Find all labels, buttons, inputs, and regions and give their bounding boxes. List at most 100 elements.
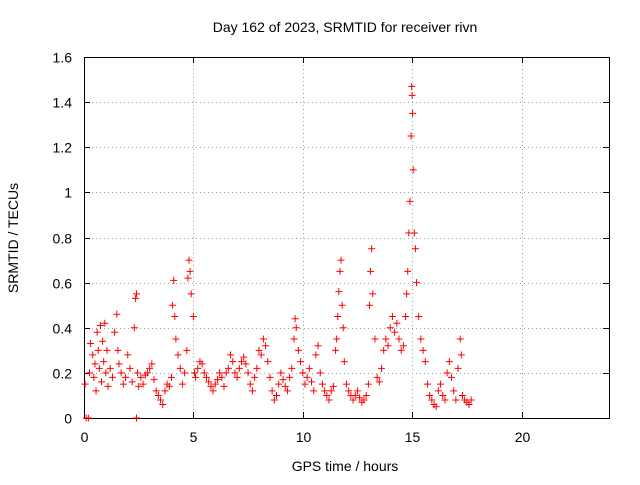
data-point xyxy=(399,342,407,350)
y-tick-label: 0.8 xyxy=(53,231,73,247)
data-point xyxy=(373,373,381,381)
data-point xyxy=(143,369,151,377)
data-point xyxy=(290,335,298,343)
data-point xyxy=(185,256,193,264)
y-tick-label: 1.4 xyxy=(53,95,73,111)
data-point xyxy=(103,346,111,354)
data-point xyxy=(87,340,95,348)
data-point xyxy=(106,364,114,372)
data-point xyxy=(286,373,294,381)
data-point xyxy=(403,290,411,298)
data-point xyxy=(148,360,156,368)
data-point xyxy=(85,369,93,377)
x-tick-label: 15 xyxy=(405,429,421,445)
data-point xyxy=(108,373,116,381)
data-point xyxy=(184,274,192,282)
data-point xyxy=(183,346,191,354)
x-tick-label: 5 xyxy=(190,429,198,445)
data-point xyxy=(360,396,368,404)
data-point xyxy=(152,387,160,395)
data-point xyxy=(321,387,329,395)
data-point xyxy=(222,369,230,377)
data-point xyxy=(291,315,299,323)
data-point xyxy=(93,328,101,336)
data-point xyxy=(224,364,232,372)
data-point xyxy=(227,351,235,359)
y-tick-label: 0.2 xyxy=(53,366,73,382)
data-point xyxy=(253,364,261,372)
data-point xyxy=(186,267,194,275)
x-tick-label: 0 xyxy=(81,429,89,445)
data-point xyxy=(139,380,147,388)
data-point xyxy=(417,335,425,343)
data-point xyxy=(172,335,180,343)
data-point xyxy=(434,387,442,395)
data-point xyxy=(406,197,414,205)
data-point xyxy=(92,387,100,395)
data-point xyxy=(318,380,326,388)
data-point xyxy=(233,373,241,381)
data-point xyxy=(259,335,267,343)
data-point xyxy=(257,351,265,359)
data-point xyxy=(251,373,259,381)
data-point xyxy=(345,387,353,395)
data-point xyxy=(133,290,140,298)
data-point xyxy=(378,364,385,372)
data-points xyxy=(81,82,475,422)
data-point xyxy=(421,358,429,366)
data-point xyxy=(353,387,361,395)
data-point xyxy=(216,369,224,377)
data-point xyxy=(268,387,276,395)
y-tick-label: 0 xyxy=(64,411,72,427)
data-point xyxy=(312,351,320,359)
data-point xyxy=(467,396,475,404)
data-point xyxy=(283,387,291,395)
data-point xyxy=(181,369,189,377)
data-point xyxy=(211,380,219,388)
data-point xyxy=(168,373,175,381)
data-point xyxy=(281,382,289,390)
data-point xyxy=(157,396,165,404)
data-point xyxy=(146,364,154,372)
data-point xyxy=(128,378,136,386)
data-point xyxy=(386,324,394,332)
data-point xyxy=(100,358,108,366)
data-point xyxy=(323,391,331,399)
data-point xyxy=(270,396,278,404)
data-point xyxy=(364,380,372,388)
data-point xyxy=(198,360,206,368)
data-point xyxy=(367,267,375,275)
data-point xyxy=(248,387,256,395)
data-point xyxy=(89,351,97,359)
data-point xyxy=(343,380,350,388)
y-axis-label: SRMTID / TECUs xyxy=(5,183,21,293)
data-point xyxy=(402,312,410,320)
data-point xyxy=(189,312,197,320)
data-point xyxy=(96,321,104,329)
data-point xyxy=(337,256,345,264)
data-point xyxy=(275,380,283,388)
data-point xyxy=(407,132,415,140)
data-point xyxy=(178,380,186,388)
data-point xyxy=(329,382,337,390)
data-point xyxy=(310,387,318,395)
data-point xyxy=(277,369,285,377)
data-point xyxy=(133,414,140,422)
data-point xyxy=(339,324,347,332)
data-point xyxy=(231,369,239,377)
data-point xyxy=(134,369,142,377)
data-point xyxy=(174,351,182,359)
data-point xyxy=(301,380,309,388)
data-point xyxy=(308,378,315,386)
data-point xyxy=(441,396,449,404)
data-point xyxy=(454,364,462,372)
data-point xyxy=(362,391,370,399)
data-point xyxy=(333,335,341,343)
y-tick-label: 0.6 xyxy=(53,276,73,292)
data-point xyxy=(375,378,383,386)
data-point xyxy=(415,312,423,320)
data-point xyxy=(170,276,178,284)
data-point xyxy=(327,387,335,395)
data-point xyxy=(413,279,420,287)
